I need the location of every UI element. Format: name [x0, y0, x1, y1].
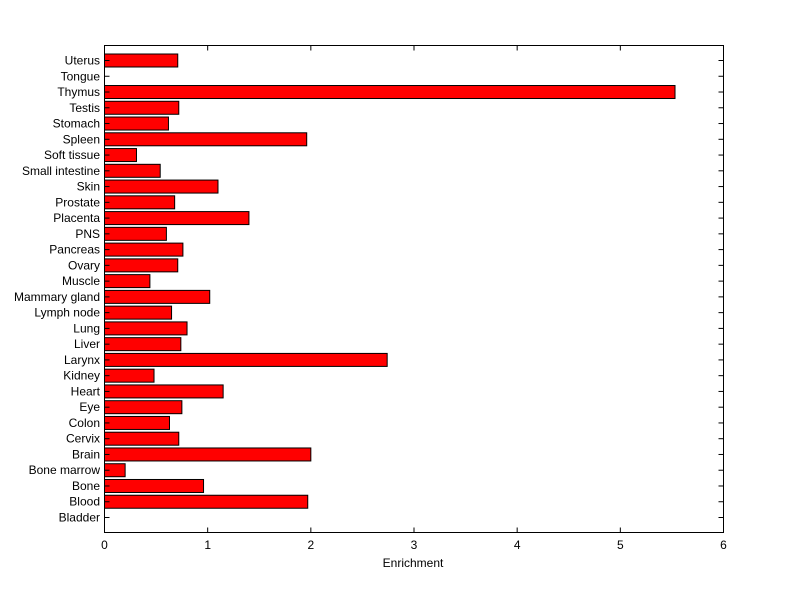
bar-ovary	[104, 258, 179, 273]
bar-spleen	[104, 132, 308, 147]
y-tick-label-uterus: Uterus	[65, 54, 100, 68]
y-tick-label-testis: Testis	[69, 101, 100, 115]
bar-pns	[104, 226, 167, 241]
y-tick-label-prostate: Prostate	[55, 195, 100, 209]
x-tick-label-0: 0	[101, 538, 108, 552]
x-tick-labels: 0 1 2 3 4 5 6	[101, 538, 727, 552]
bar-colon	[104, 415, 170, 430]
bar-heart	[104, 384, 224, 399]
bar-liver	[104, 337, 182, 352]
bar-lung	[104, 321, 188, 336]
y-tick-label-mammary-gland: Mammary gland	[14, 290, 100, 304]
bar-blood	[104, 494, 309, 509]
bar-placenta	[104, 211, 250, 226]
x-tick-label-3: 3	[411, 538, 418, 552]
bar-stomach	[104, 116, 169, 131]
bar-thymus	[104, 85, 676, 100]
bar-pancreas	[104, 242, 184, 257]
y-tick-label-blood: Blood	[69, 495, 100, 509]
y-tick-label-skin: Skin	[77, 180, 100, 194]
bar-lymph-node	[104, 305, 173, 320]
y-tick-label-lymph-node: Lymph node	[34, 306, 100, 320]
bar-larynx	[104, 352, 388, 367]
y-tick-label-liver: Liver	[74, 337, 100, 351]
bar-cervix	[104, 431, 180, 446]
y-tick-label-pancreas: Pancreas	[49, 243, 100, 257]
bar-uterus	[104, 53, 179, 68]
y-tick-label-tongue: Tongue	[61, 69, 101, 83]
y-tick-label-placenta: Placenta	[53, 211, 100, 225]
x-tick-label-5: 5	[617, 538, 624, 552]
y-tick-label-bladder: Bladder	[59, 511, 100, 525]
y-tick-label-small-intestine: Small intestine	[22, 164, 100, 178]
y-tick-label-larynx: Larynx	[64, 353, 100, 367]
y-tick-label-thymus: Thymus	[57, 85, 100, 99]
y-tick-label-ovary: Ovary	[68, 258, 100, 272]
x-tick-label-2: 2	[307, 538, 314, 552]
y-tick-label-eye: Eye	[79, 400, 100, 414]
bar-testis	[104, 100, 180, 115]
bar-kidney	[104, 368, 155, 383]
x-tick-label-4: 4	[514, 538, 521, 552]
bar-muscle	[104, 274, 151, 289]
bar-prostate	[104, 195, 176, 210]
y-tick-label-soft-tissue: Soft tissue	[44, 148, 100, 162]
bar-skin	[104, 179, 219, 194]
y-tick-label-heart: Heart	[71, 384, 101, 398]
y-tick-label-colon: Colon	[69, 416, 100, 430]
y-tick-label-bone: Bone	[72, 479, 100, 493]
y-tick-label-muscle: Muscle	[62, 274, 100, 288]
bar-bone	[104, 478, 205, 493]
y-tick-label-pns: PNS	[75, 227, 100, 241]
y-tick-label-spleen: Spleen	[63, 132, 100, 146]
y-tick-label-kidney: Kidney	[63, 369, 100, 383]
bar-mammary-gland	[104, 289, 211, 304]
y-tick-label-bone-marrow: Bone marrow	[29, 463, 101, 477]
bar-small-intestine	[104, 163, 161, 178]
x-tick-label-6: 6	[720, 538, 727, 552]
y-tick-label-lung: Lung	[73, 321, 100, 335]
x-axis-label: Enrichment	[383, 556, 444, 570]
y-tick-label-cervix: Cervix	[66, 432, 100, 446]
bar-brain	[104, 447, 312, 462]
y-tick-label-brain: Brain	[72, 447, 100, 461]
x-tick-label-1: 1	[204, 538, 211, 552]
y-tick-label-stomach: Stomach	[53, 117, 100, 131]
bar-eye	[104, 400, 183, 415]
plot-frame	[104, 45, 724, 533]
